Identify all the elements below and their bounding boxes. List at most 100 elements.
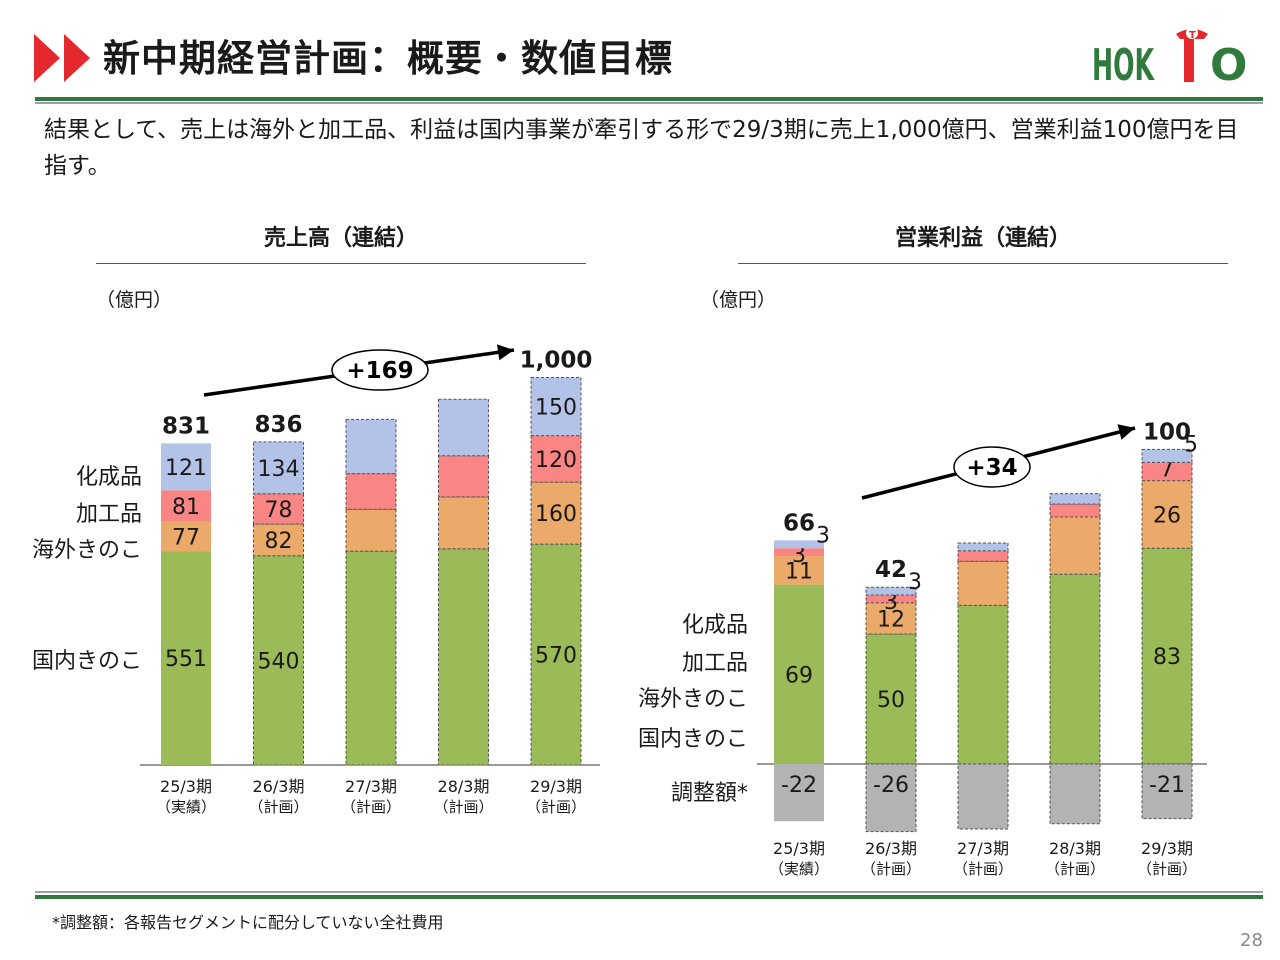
- profit-bar-国内きのこ: [865, 633, 917, 765]
- page-title: 新中期経営計画：概要・数値目標: [103, 37, 673, 80]
- profit-bar-調整額*: [865, 763, 917, 833]
- sales-total-label: 831: [162, 413, 210, 439]
- sales-tick-label: （実績）: [156, 798, 216, 816]
- sales-tick-label: （計画）: [526, 798, 586, 816]
- sales-bar-加工品: [438, 455, 489, 498]
- profit-tick-label: 27/3期: [957, 839, 1009, 858]
- profit-growth-badge: [953, 446, 1031, 488]
- sales-tick-label: 25/3期: [160, 777, 212, 796]
- sales-total-label: 1,000: [520, 348, 593, 374]
- sales-tick-label: （計画）: [341, 798, 401, 816]
- profit-data-label: -21: [1149, 773, 1185, 798]
- profit-bar-海外きのこ: [774, 556, 824, 585]
- sales-bar-化成品: [345, 418, 397, 475]
- sales-tick-label: 29/3期: [530, 777, 582, 796]
- profit-data-label: 3: [884, 590, 898, 615]
- sales-data-label: 551: [165, 647, 207, 672]
- profit-tick-label: （計画）: [861, 860, 921, 878]
- sales-total-label: 836: [254, 412, 302, 438]
- sales-bar-国内きのこ: [161, 551, 211, 765]
- sales-legend-label: 加工品: [76, 502, 142, 527]
- svg-text:O: O: [1210, 40, 1247, 88]
- sales-bar-海外きのこ: [253, 523, 304, 557]
- profit-data-label: 12: [877, 607, 905, 632]
- sales-data-label: 78: [265, 498, 293, 523]
- profit-bar-加工品: [1049, 503, 1101, 518]
- profit-bar-国内きのこ: [774, 584, 824, 764]
- profit-data-label: 50: [877, 688, 905, 713]
- profit-bar-国内きのこ: [1049, 573, 1101, 765]
- profit-bar-調整額*: [1049, 763, 1101, 825]
- sales-legend-label: 海外きのこ: [32, 538, 142, 563]
- sales-title-rule: [96, 263, 586, 264]
- svg-text:HOK: HOK: [1092, 40, 1155, 88]
- sales-bar-国内きのこ: [345, 550, 397, 766]
- profit-tick-label: 29/3期: [1141, 839, 1193, 858]
- sales-bar-化成品: [253, 441, 304, 495]
- profit-data-label: 11: [785, 559, 813, 584]
- footer-divider: [35, 895, 1263, 899]
- profit-bar-調整額*: [957, 763, 1009, 830]
- profit-tick-label: 26/3期: [865, 839, 917, 858]
- profit-growth-label: +34: [966, 455, 1017, 481]
- profit-bar-調整額*: [774, 764, 824, 822]
- profit-legend-label: 化成品: [682, 613, 748, 638]
- sales-data-label: 540: [258, 649, 300, 674]
- profit-data-label: 26: [1153, 503, 1181, 528]
- sales-tick-label: （計画）: [433, 798, 493, 816]
- sales-tick-label: 26/3期: [253, 777, 305, 796]
- profit-legend-label: 加工品: [682, 651, 748, 676]
- sales-unit-label: （億円）: [96, 289, 173, 311]
- profit-bar-化成品: [1049, 493, 1101, 505]
- sales-bar-国内きのこ: [530, 543, 582, 766]
- profit-bar-海外きのこ: [957, 560, 1009, 606]
- profit-data-label: 3: [816, 523, 830, 548]
- sales-bar-海外きのこ: [161, 521, 211, 552]
- sales-data-label: 134: [258, 457, 300, 482]
- profit-bar-海外きのこ: [865, 602, 917, 635]
- sales-data-label: 77: [172, 526, 200, 551]
- sales-bar-加工品: [345, 473, 397, 510]
- profit-bar-加工品: [957, 550, 1009, 562]
- sales-legend-label: 化成品: [76, 465, 142, 490]
- profit-legend-label: 海外きのこ: [638, 687, 748, 712]
- sales-growth-label: +169: [346, 358, 413, 384]
- profit-bar-化成品: [865, 586, 917, 596]
- profit-data-label: 3: [792, 543, 806, 568]
- profit-bar-加工品: [774, 548, 824, 556]
- profit-data-label: 3: [908, 570, 922, 595]
- sales-bar-海外きのこ: [438, 496, 489, 550]
- profit-tick-label: 25/3期: [773, 839, 825, 858]
- sales-growth-badge: [331, 349, 429, 391]
- sales-data-label: 121: [165, 456, 207, 481]
- page-number: 28: [1240, 930, 1263, 951]
- sales-bar-海外きのこ: [345, 508, 397, 552]
- sales-legend-label: 国内きのこ: [32, 649, 142, 674]
- profit-unit-label: （億円）: [700, 289, 777, 311]
- profit-bar-化成品: [1141, 448, 1193, 463]
- profit-tick-label: （計画）: [1137, 860, 1197, 878]
- sales-tick-label: （計画）: [248, 798, 308, 816]
- profit-bar-海外きのこ: [1141, 480, 1193, 549]
- sales-bar-化成品: [438, 398, 489, 457]
- sales-bar-加工品: [530, 435, 582, 483]
- sales-bar-加工品: [253, 493, 304, 525]
- header-divider: [35, 97, 1263, 101]
- profit-growth-arrowhead: [1117, 424, 1135, 440]
- profit-tick-label: （実績）: [769, 860, 829, 878]
- sales-bar-加工品: [161, 490, 211, 522]
- sales-data-label: 81: [172, 495, 200, 520]
- sales-tick-label: 28/3期: [438, 777, 490, 796]
- profit-chart-title: 営業利益（連結）: [894, 226, 1071, 251]
- footnote: *調整額：各報告セグメントに配分していない全社費用: [52, 913, 444, 932]
- sales-data-label: 82: [265, 529, 293, 554]
- profit-title-rule: [738, 263, 1228, 264]
- profit-bar-国内きのこ: [957, 604, 1009, 765]
- profit-data-label: 83: [1153, 645, 1181, 670]
- profit-tick-label: 28/3期: [1049, 839, 1101, 858]
- profit-bar-調整額*: [1141, 763, 1193, 820]
- sales-bar-国内きのこ: [438, 548, 489, 766]
- title-arrows-icon: [34, 34, 90, 82]
- profit-bar-化成品: [774, 540, 824, 549]
